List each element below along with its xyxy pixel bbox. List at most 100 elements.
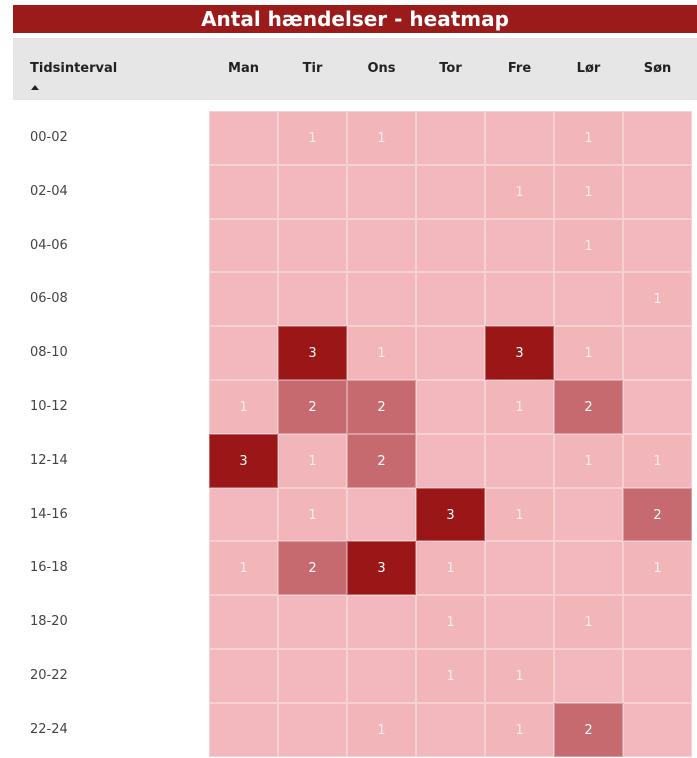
column-header: Tor xyxy=(439,61,462,76)
heat-cell: 1 xyxy=(554,433,623,488)
heat-cell xyxy=(416,218,485,273)
heat-cell xyxy=(347,595,416,649)
heat-cell xyxy=(416,272,485,327)
row-label: 14-16 xyxy=(30,506,68,522)
heat-cell xyxy=(623,326,692,380)
column-header: Man xyxy=(228,61,259,76)
heat-cell: 2 xyxy=(554,702,623,757)
heat-cell xyxy=(554,272,623,327)
heat-cell: 1 xyxy=(554,218,623,273)
heat-cell xyxy=(554,649,623,703)
row-header[interactable]: Tidsinterval xyxy=(30,61,118,76)
heat-cell xyxy=(485,111,554,165)
heat-cell xyxy=(623,702,692,757)
sort-arrow[interactable] xyxy=(31,85,39,90)
heat-cell xyxy=(278,164,347,219)
heat-cell: 2 xyxy=(347,433,416,488)
heat-cell: 1 xyxy=(554,326,623,380)
row-label: 22-24 xyxy=(30,721,68,737)
column-header: Søn xyxy=(643,61,672,76)
heat-cell xyxy=(554,487,623,542)
column-header: Tir xyxy=(302,61,323,76)
heat-cell: 3 xyxy=(416,487,485,542)
heat-cell: 1 xyxy=(209,541,278,596)
heat-cell xyxy=(623,380,692,434)
heat-cell: 1 xyxy=(209,380,278,434)
heat-cell xyxy=(209,649,278,703)
heat-cell xyxy=(416,702,485,757)
heat-cell: 1 xyxy=(623,272,692,327)
heat-cell: 1 xyxy=(278,487,347,542)
heat-cell xyxy=(278,702,347,757)
heat-cell: 1 xyxy=(416,541,485,596)
column-header: Ons xyxy=(367,61,396,76)
heat-cell xyxy=(485,433,554,488)
heat-cell: 1 xyxy=(347,702,416,757)
column-header: Lør xyxy=(576,61,601,76)
heat-cell: 1 xyxy=(278,111,347,165)
heat-cell xyxy=(554,541,623,596)
heat-cell: 3 xyxy=(485,326,554,380)
heat-cell xyxy=(623,164,692,219)
title-bar: Antal hændelser - heatmap xyxy=(13,5,697,33)
heat-cell: 2 xyxy=(278,541,347,596)
heat-cell: 2 xyxy=(278,380,347,434)
heat-cell: 1 xyxy=(485,649,554,703)
heat-cell xyxy=(209,272,278,327)
heat-cell xyxy=(209,164,278,219)
heat-cell xyxy=(485,272,554,327)
heat-cell: 1 xyxy=(347,111,416,165)
heat-cell: 1 xyxy=(554,595,623,649)
row-label: 18-20 xyxy=(30,614,68,630)
row-label: 00-02 xyxy=(30,130,68,145)
heat-cell xyxy=(416,380,485,434)
heat-cell xyxy=(209,111,278,165)
heat-cell xyxy=(209,218,278,273)
heat-cell: 1 xyxy=(278,433,347,488)
row-label: 10-12 xyxy=(30,399,68,414)
heat-cell: 1 xyxy=(623,541,692,596)
row-label: 06-08 xyxy=(30,291,68,307)
row-label: 20-22 xyxy=(30,668,68,683)
column-header: Fre xyxy=(507,61,532,76)
heat-cell xyxy=(209,595,278,649)
header-row: Tidsinterval Man Tir Ons Tor Fre Lør Søn xyxy=(13,38,697,100)
heat-cell: 1 xyxy=(485,164,554,219)
row-label: 08-10 xyxy=(30,345,68,361)
heat-cell: 2 xyxy=(623,487,692,542)
heat-cell xyxy=(623,111,692,165)
heat-cell xyxy=(416,433,485,488)
heat-cell xyxy=(347,487,416,542)
row-label: 12-14 xyxy=(30,452,68,468)
heat-cell xyxy=(485,218,554,273)
heat-cell xyxy=(278,218,347,273)
heat-cell: 1 xyxy=(485,702,554,757)
heat-cell xyxy=(278,272,347,327)
heat-cell: 1 xyxy=(416,649,485,703)
heat-cell xyxy=(278,649,347,703)
heat-cell xyxy=(347,272,416,327)
heat-cell xyxy=(347,649,416,703)
heat-cell xyxy=(623,218,692,273)
heat-cell xyxy=(278,595,347,649)
heat-cell: 1 xyxy=(485,487,554,542)
heat-cell: 3 xyxy=(209,433,278,488)
heat-cell: 1 xyxy=(347,326,416,380)
heat-cell xyxy=(347,218,416,273)
heat-cell xyxy=(623,595,692,649)
heat-cell xyxy=(416,164,485,219)
heat-cell: 1 xyxy=(554,164,623,219)
heat-cell: 3 xyxy=(278,326,347,380)
heat-cell xyxy=(209,487,278,542)
row-label: 02-04 xyxy=(30,183,68,199)
heat-cell xyxy=(209,326,278,380)
heat-cell: 1 xyxy=(416,595,485,649)
heat-cell: 3 xyxy=(347,541,416,596)
heat-cell: 2 xyxy=(554,380,623,434)
heat-cell: 1 xyxy=(485,380,554,434)
heat-cell xyxy=(416,326,485,380)
row-label: 04-06 xyxy=(30,237,68,253)
row-label: 16-18 xyxy=(30,560,68,576)
heat-cell xyxy=(209,702,278,757)
